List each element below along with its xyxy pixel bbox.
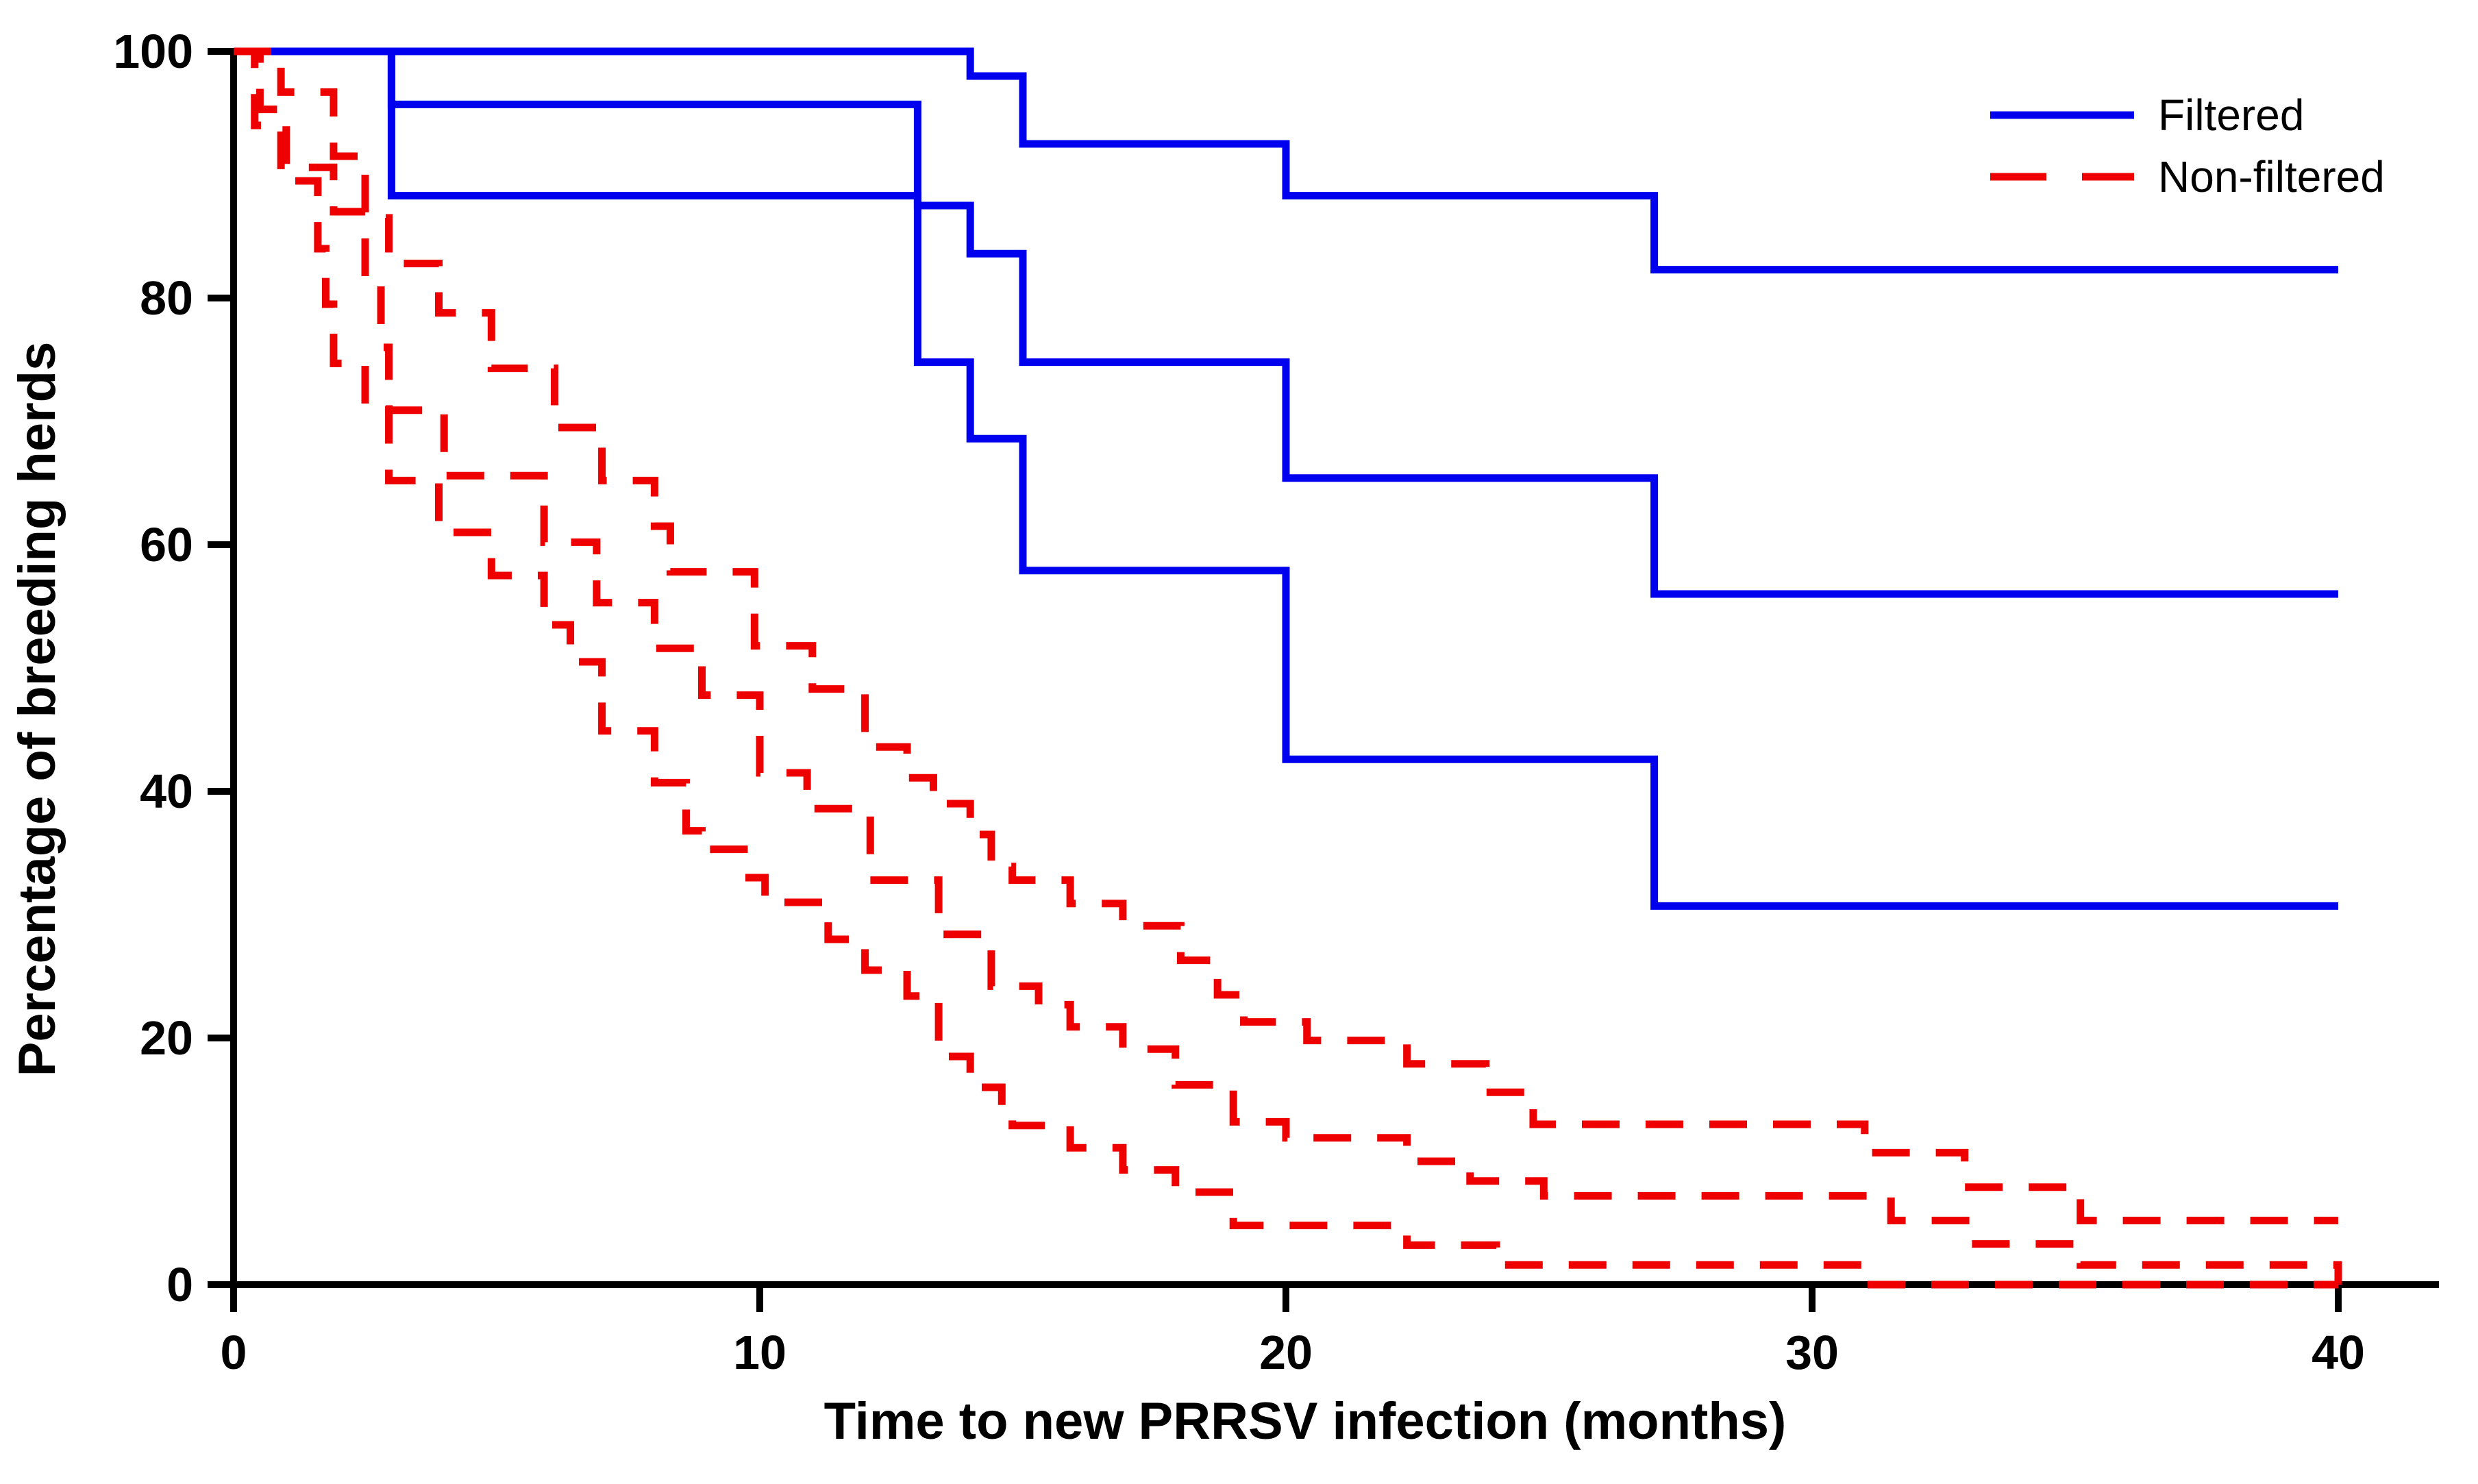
legend: Filtered Non-filtered <box>1990 90 2385 201</box>
x-tick-label-40: 40 <box>2312 1326 2365 1379</box>
y-tick-label-80: 80 <box>140 271 193 325</box>
y-tick-label-0: 0 <box>166 1258 193 1311</box>
legend-label-filtered: Filtered <box>2158 90 2304 140</box>
y-tick-label-100: 100 <box>113 25 193 78</box>
x-axis-title: Time to new PRRSV infection (months) <box>824 1392 1787 1450</box>
x-tick-label-30: 30 <box>1785 1326 1839 1379</box>
legend-item-non-filtered: Non-filtered <box>1990 152 2385 201</box>
curve-filtered-lower-95-ci <box>234 47 2338 910</box>
legend-label-non-filtered: Non-filtered <box>2158 152 2385 201</box>
curve-filtered-estimate <box>234 47 2338 598</box>
x-tick-label-10: 10 <box>733 1326 786 1379</box>
y-tick-label-60: 60 <box>140 518 193 571</box>
curve-non-filtered-estimate <box>234 47 2342 1285</box>
curve-filtered-upper-95-ci <box>234 47 2338 274</box>
x-tick-label-20: 20 <box>1259 1326 1313 1379</box>
axes: 0 20 40 60 80 100 0 10 20 30 40 <box>113 25 2439 1379</box>
y-axis-ticks: 0 20 40 60 80 100 <box>113 25 234 1311</box>
y-tick-label-20: 20 <box>140 1011 193 1065</box>
legend-item-filtered: Filtered <box>1990 90 2304 140</box>
y-axis-title: Percentage of breeding herds <box>8 342 66 1077</box>
curve-non-filtered-upper-95-ci <box>234 47 2338 1224</box>
x-tick-label-0: 0 <box>221 1326 247 1379</box>
y-tick-label-40: 40 <box>140 765 193 818</box>
x-axis-ticks: 0 10 20 30 40 <box>221 1285 2365 1379</box>
series-curves <box>234 47 2342 1289</box>
